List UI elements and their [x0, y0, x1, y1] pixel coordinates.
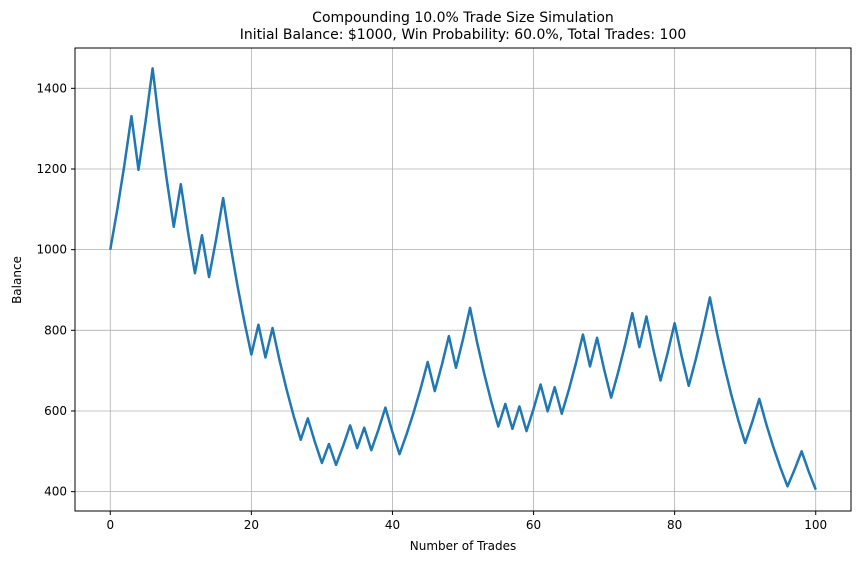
chart-subtitle: Initial Balance: $1000, Win Probability:… [240, 27, 687, 43]
x-tick-label: 0 [106, 518, 114, 532]
y-tick-label: 600 [44, 404, 67, 418]
plot-frame [74, 47, 852, 512]
series-line [109, 67, 817, 491]
chart-title: Compounding 10.0% Trade Size Simulation [312, 10, 614, 26]
y-axis-label: Balance [10, 256, 24, 304]
grid [75, 48, 851, 511]
y-tick-label: 400 [44, 485, 67, 499]
ticks: 0 20 40 60 80 100 400 600 800 1000 1200 1400 [36, 81, 827, 532]
x-tick-label: 80 [667, 518, 682, 532]
x-tick-label: 60 [526, 518, 541, 532]
y-tick-label: 1000 [36, 243, 67, 257]
x-tick-label: 100 [804, 518, 827, 532]
y-tick-label: 1200 [36, 162, 67, 176]
x-axis-label: Number of Trades [410, 539, 517, 553]
y-tick-label: 800 [44, 323, 67, 337]
x-tick-label: 20 [244, 518, 259, 532]
y-tick-label: 1400 [36, 81, 67, 95]
x-tick-label: 40 [385, 518, 400, 532]
